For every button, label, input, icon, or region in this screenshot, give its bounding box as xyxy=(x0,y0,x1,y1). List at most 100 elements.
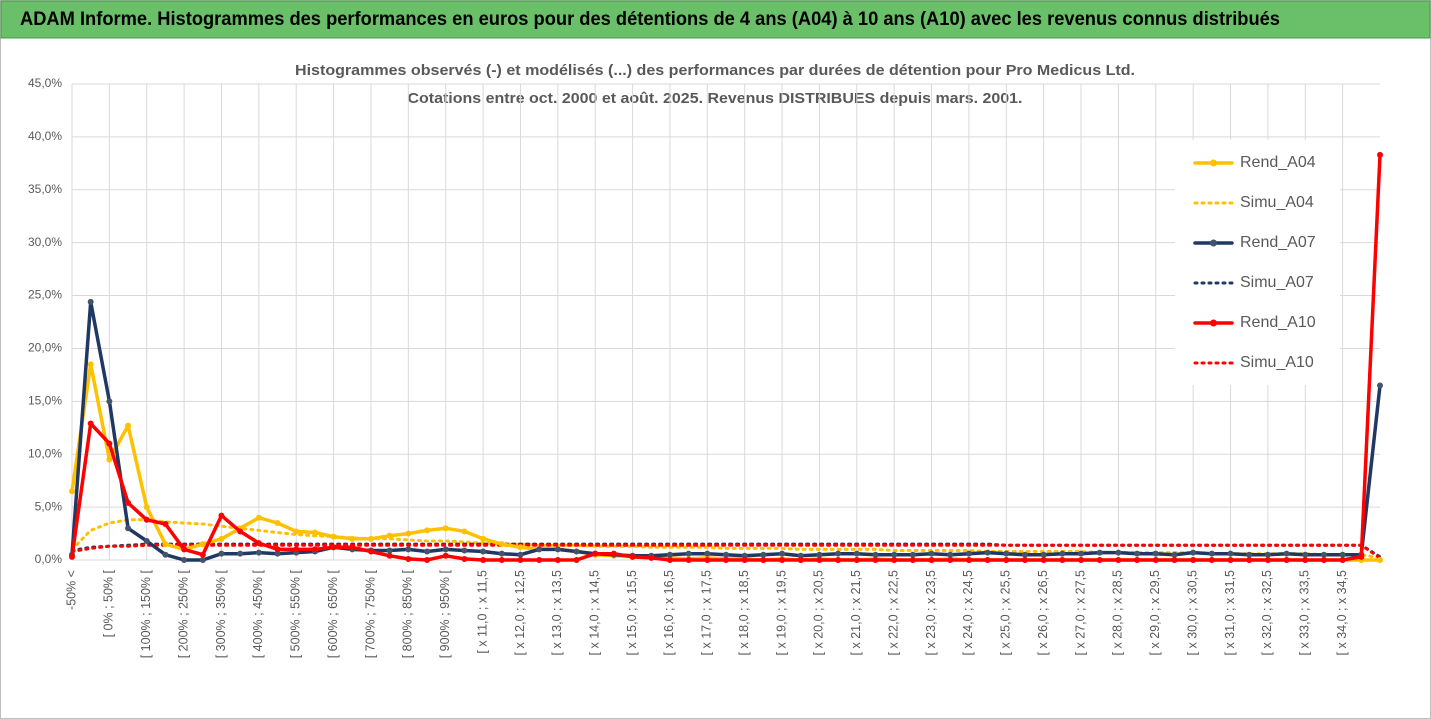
x-tick-label: [ x 21,0 ; x 21,5 xyxy=(849,570,863,656)
x-tick-label: [ x 17,0 ; x 17,5 xyxy=(700,570,714,656)
point xyxy=(1059,550,1066,557)
x-tick-label: [ x 29,0 ; x 29,5 xyxy=(1148,570,1162,656)
legend xyxy=(1175,140,1340,385)
x-tick-label: [ x 25,0 ; x 25,5 xyxy=(999,570,1013,656)
point xyxy=(1134,550,1141,557)
point xyxy=(255,540,262,547)
point xyxy=(330,533,337,540)
point xyxy=(1152,550,1159,557)
x-tick-label: [ x 28,0 ; x 28,5 xyxy=(1111,570,1125,656)
point xyxy=(779,550,786,557)
point xyxy=(947,551,954,558)
point xyxy=(1377,557,1383,563)
point xyxy=(554,557,561,563)
point xyxy=(1339,557,1346,563)
point xyxy=(87,361,94,368)
point xyxy=(218,550,225,557)
point xyxy=(274,546,281,553)
point xyxy=(909,557,916,563)
point xyxy=(1377,151,1383,158)
point xyxy=(274,519,281,526)
point xyxy=(1227,557,1234,563)
point xyxy=(891,557,898,563)
y-tick-label: 5,0% xyxy=(35,499,63,513)
legend-marker xyxy=(1210,319,1217,327)
point xyxy=(666,551,673,558)
y-tick-label: 35,0% xyxy=(28,182,62,196)
x-tick-label: [ x 23,0 ; x 23,5 xyxy=(924,570,938,656)
point xyxy=(199,541,206,548)
series-line xyxy=(70,543,1382,560)
x-tick-label: [ x 30,0 ; x 30,5 xyxy=(1185,570,1199,656)
point xyxy=(461,528,468,535)
point xyxy=(255,549,262,556)
point xyxy=(1339,551,1346,558)
point xyxy=(536,557,543,563)
point xyxy=(1283,550,1290,557)
point xyxy=(797,552,804,559)
point xyxy=(386,532,393,539)
x-tick-label: [ x 19,0 ; x 19,5 xyxy=(774,570,788,656)
point xyxy=(162,521,169,528)
y-tick-label: 25,0% xyxy=(28,288,62,302)
point xyxy=(181,557,188,563)
x-tick-label: [ x 24,0 ; x 24,5 xyxy=(961,570,975,656)
x-tick-label: -50% < xyxy=(64,570,78,610)
point xyxy=(1208,557,1215,563)
point xyxy=(928,557,935,563)
point xyxy=(1377,382,1383,389)
x-tick-label: [ x 33,0 ; x 33,5 xyxy=(1298,570,1312,656)
point xyxy=(1171,557,1178,563)
point xyxy=(1190,549,1197,556)
point xyxy=(218,535,225,542)
point xyxy=(1021,551,1028,558)
point xyxy=(1320,551,1327,558)
point xyxy=(405,546,412,553)
point xyxy=(367,548,374,555)
legend-marker xyxy=(1210,159,1217,167)
point xyxy=(442,552,449,559)
point xyxy=(1003,550,1010,557)
point xyxy=(199,557,206,563)
y-tick-label: 30,0% xyxy=(28,235,62,249)
x-tick-label: [ x 15,0 ; x 15,5 xyxy=(625,570,639,656)
x-tick-label: [ x 13,0 ; x 13,5 xyxy=(550,570,564,656)
x-tick-label: [ 500% ; 550% [ xyxy=(289,569,303,658)
x-tick-label: [ x 11,0 ; x 11,5 xyxy=(475,570,489,654)
x-tick-label: [ x 14,0 ; x 14,5 xyxy=(587,570,601,656)
point xyxy=(760,557,767,563)
point xyxy=(704,550,711,557)
point xyxy=(1171,551,1178,558)
point xyxy=(1227,550,1234,557)
x-tick-label: [ 700% ; 750% [ xyxy=(363,569,377,658)
y-tick-label: 20,0% xyxy=(28,341,62,355)
y-tick-label: 40,0% xyxy=(28,129,62,143)
point xyxy=(723,551,729,558)
point xyxy=(87,420,94,427)
point xyxy=(872,557,879,563)
point xyxy=(1358,553,1365,560)
point xyxy=(965,550,972,557)
x-tick-label: [ x 31,0 ; x 31,5 xyxy=(1223,570,1237,656)
point xyxy=(1059,557,1066,563)
point xyxy=(498,557,505,563)
legend-label: Rend_A07 xyxy=(1240,234,1316,251)
point xyxy=(1096,557,1103,563)
legend-label: Simu_A07 xyxy=(1240,274,1314,291)
x-tick-label: [ 800% ; 850% [ xyxy=(401,569,415,658)
point xyxy=(143,537,150,544)
point xyxy=(853,550,860,557)
point xyxy=(573,557,580,563)
x-tick-label: [ 200% ; 250% [ xyxy=(176,569,190,658)
point xyxy=(424,557,431,563)
point xyxy=(1096,549,1103,556)
point xyxy=(741,557,748,563)
point xyxy=(965,557,972,563)
x-tick-label: [ x 32,0 ; x 32,5 xyxy=(1260,570,1274,656)
point xyxy=(87,298,94,305)
point xyxy=(685,550,692,557)
point xyxy=(106,440,113,447)
point xyxy=(610,550,617,557)
y-tick-label: 45,0% xyxy=(28,76,62,90)
x-tick-label: [ x 16,0 ; x 16,5 xyxy=(662,570,676,656)
